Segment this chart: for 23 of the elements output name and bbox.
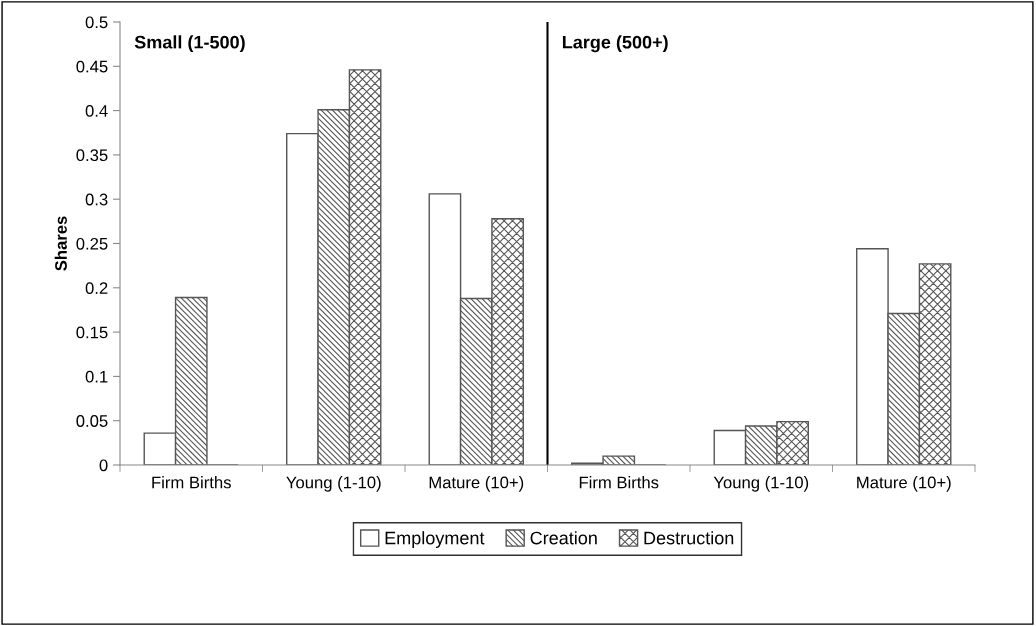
y-tick-label: 0.5 [85, 16, 108, 29]
y-tick-label: 0.35 [76, 149, 108, 162]
legend-label: Creation [530, 531, 597, 545]
y-tick-label: 0.2 [85, 282, 108, 294]
y-tick-label: 0 [99, 459, 108, 472]
y-tick-label: 0.05 [76, 415, 108, 427]
y-tick-label: 0.25 [76, 237, 108, 250]
y-tick-label: 0.15 [76, 326, 108, 339]
x-tick-label: Firm Births [579, 476, 659, 489]
y-axis-title: Shares [54, 216, 67, 271]
x-tick-label: Mature (10+) [429, 476, 524, 492]
y-tick-label: 0.1 [85, 370, 108, 383]
x-tick-label: Firm Births [152, 476, 231, 489]
legend-label: Destruction [644, 531, 734, 545]
y-tick-label: 0.3 [85, 193, 108, 206]
annotation: Large (500+) [562, 35, 668, 53]
y-tick-label: 0.4 [85, 105, 108, 117]
x-tick-label: Mature (10+) [857, 476, 951, 492]
x-tick-label: Young (1-10) [713, 476, 809, 492]
legend-label: Employment [385, 531, 485, 548]
annotation: Small (1-500) [134, 35, 245, 53]
x-tick-label: Young (1-10) [286, 476, 381, 492]
y-tick-label: 0.45 [76, 60, 108, 73]
